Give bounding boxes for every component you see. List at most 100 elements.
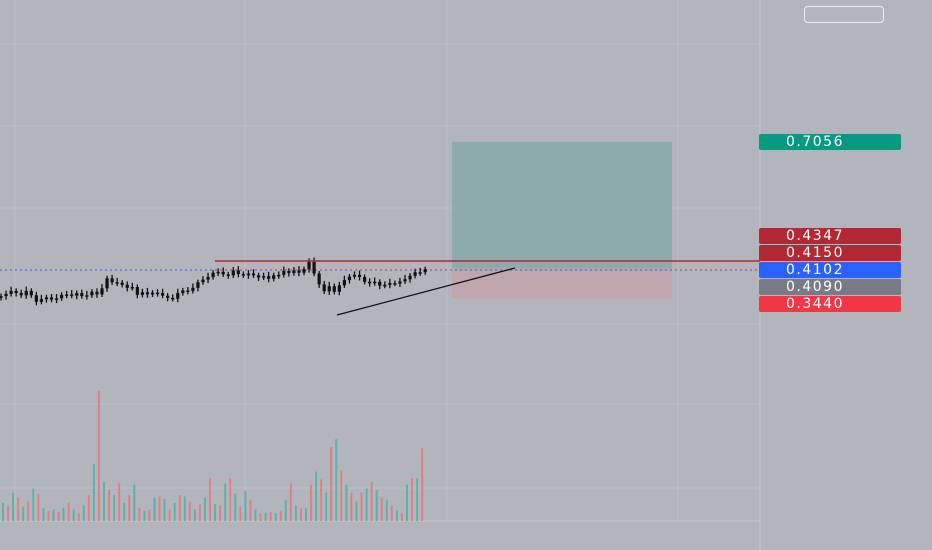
volume-bar xyxy=(274,513,277,521)
volume-bar xyxy=(340,470,343,521)
volume-bar xyxy=(97,391,100,521)
candle xyxy=(181,287,185,296)
price-label-stop: 0.3440 xyxy=(759,296,901,312)
candle xyxy=(262,272,266,281)
candle xyxy=(388,278,392,289)
volume-bar xyxy=(148,509,151,521)
candle xyxy=(418,267,422,276)
volume-bar xyxy=(82,505,85,521)
volume-bar xyxy=(108,489,111,521)
candle xyxy=(398,277,402,288)
candle xyxy=(256,272,261,281)
candle xyxy=(196,279,200,292)
candle xyxy=(423,266,427,275)
volume-bar xyxy=(350,492,353,521)
volume-bar xyxy=(289,483,292,521)
candle xyxy=(408,273,412,283)
profit-zone[interactable] xyxy=(452,141,672,271)
volume-bar xyxy=(279,510,282,521)
resistance-zone xyxy=(215,267,760,270)
trend-lines xyxy=(215,260,760,316)
volume-bar xyxy=(264,513,267,521)
volume-bar xyxy=(133,484,136,521)
volume-bar xyxy=(229,478,232,521)
volume-bar xyxy=(52,509,55,521)
volume-bar xyxy=(380,497,383,521)
candle xyxy=(70,290,74,299)
volume-bar xyxy=(193,509,196,521)
candle xyxy=(166,293,170,302)
volume-bar xyxy=(360,492,363,521)
volume-bar xyxy=(103,482,105,521)
volume-bar xyxy=(365,488,368,521)
candle xyxy=(105,275,109,292)
candle xyxy=(0,293,3,301)
candle xyxy=(282,266,286,278)
candle xyxy=(226,271,230,279)
volume-bar xyxy=(77,513,80,521)
triangle-lower-line xyxy=(336,267,516,316)
volume-bar xyxy=(42,508,45,521)
candle xyxy=(292,267,296,276)
volume-bar xyxy=(72,509,75,521)
volume-bar xyxy=(204,497,206,521)
candle xyxy=(191,283,195,294)
candle xyxy=(368,278,372,287)
volume-bar xyxy=(416,478,419,521)
candle xyxy=(115,277,119,287)
candle xyxy=(19,289,23,298)
volume-bar xyxy=(400,513,403,521)
volume-bar xyxy=(385,500,388,521)
volume-bar xyxy=(47,510,50,521)
candle xyxy=(297,266,301,277)
candle xyxy=(44,294,49,303)
volume-bar xyxy=(173,502,176,521)
candle xyxy=(4,290,8,300)
price-label-target: 0.7056 xyxy=(759,134,901,150)
candle xyxy=(287,268,291,277)
volume-bar xyxy=(118,483,121,521)
volume-bar xyxy=(143,510,146,521)
candle xyxy=(135,284,139,299)
volume-bar xyxy=(22,506,25,521)
volume-bar xyxy=(395,510,398,521)
candle xyxy=(322,280,326,294)
candle xyxy=(246,270,251,279)
candle xyxy=(161,288,165,299)
candle xyxy=(378,279,382,290)
candle xyxy=(337,281,341,296)
volume-bar xyxy=(37,493,40,521)
volume-bar xyxy=(299,508,302,521)
volume-bar xyxy=(153,497,156,521)
candle xyxy=(110,274,114,285)
volume-bar xyxy=(259,513,262,521)
volume-bar xyxy=(12,492,15,521)
candle xyxy=(85,290,89,300)
volume-bar xyxy=(320,479,323,521)
volume-bar xyxy=(269,511,272,521)
volume-bar xyxy=(244,491,247,521)
candle xyxy=(231,267,235,278)
candle xyxy=(54,293,59,304)
volume-bar xyxy=(183,496,186,521)
candlesticks xyxy=(0,257,427,306)
volume-bar xyxy=(209,478,212,521)
candle xyxy=(65,290,69,299)
candle xyxy=(75,290,79,300)
volume-bars xyxy=(2,391,424,521)
top-toolbar-pill[interactable] xyxy=(804,6,884,23)
candle xyxy=(39,294,43,305)
candle xyxy=(29,288,33,298)
volume-bar xyxy=(214,504,217,521)
candle xyxy=(347,273,352,284)
candle xyxy=(221,267,225,278)
candle xyxy=(60,292,64,301)
loss-zone[interactable] xyxy=(452,270,672,299)
volume-bar xyxy=(92,463,95,521)
volume-bar xyxy=(249,500,252,521)
candle xyxy=(251,269,256,278)
volume-bar xyxy=(32,488,35,521)
candle xyxy=(211,270,215,280)
volume-bar xyxy=(305,508,307,521)
